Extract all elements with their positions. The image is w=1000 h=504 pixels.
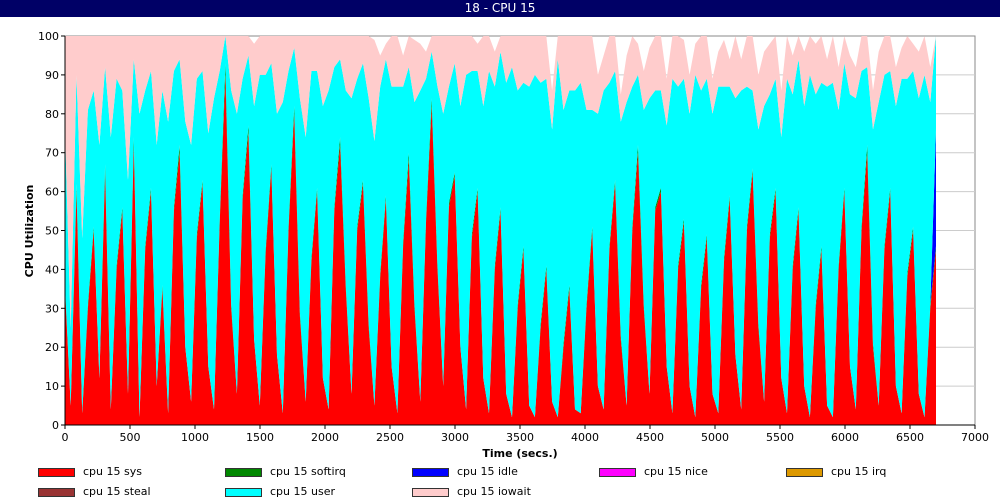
- legend-label: cpu 15 nice: [644, 465, 708, 478]
- y-tick-label: 40: [45, 263, 59, 276]
- x-tick-label: 2000: [311, 431, 339, 444]
- x-tick-label: 0: [62, 431, 69, 444]
- x-tick-label: 3000: [441, 431, 469, 444]
- y-axis-ticks: 0 10 20 30 40 50 60 70 80 90 100: [38, 30, 65, 432]
- legend-label: cpu 15 user: [270, 485, 335, 498]
- x-tick-label: 5500: [766, 431, 794, 444]
- legend-swatch: [225, 468, 262, 477]
- x-axis-ticks: 0 500 1000 1500 2000 2500 3000 3500 4000 4500 5000…: [62, 425, 989, 444]
- legend-swatch: [599, 468, 636, 477]
- x-tick-label: 4000: [571, 431, 599, 444]
- legend-label: cpu 15 idle: [457, 465, 518, 478]
- y-tick-label: 0: [52, 419, 59, 432]
- y-tick-label: 60: [45, 186, 59, 199]
- series-cpu-15-sys: [65, 74, 936, 426]
- x-tick-label: 5000: [701, 431, 729, 444]
- legend-label: cpu 15 sys: [83, 465, 142, 478]
- legend-label: cpu 15 softirq: [270, 465, 346, 478]
- y-tick-label: 30: [45, 302, 59, 315]
- series-cpu-15-iowait: [65, 36, 936, 328]
- legend-label: cpu 15 iowait: [457, 485, 531, 498]
- stacked-areas: [65, 36, 936, 426]
- x-tick-label: 4500: [636, 431, 664, 444]
- x-tick-label: 3500: [506, 431, 534, 444]
- y-tick-label: 10: [45, 380, 59, 393]
- y-tick-label: 20: [45, 341, 59, 354]
- x-tick-label: 1000: [181, 431, 209, 444]
- window-title: 18 - CPU 15: [0, 0, 1000, 17]
- series-cpu-15-user: [65, 36, 936, 418]
- legend-swatch: [412, 488, 449, 497]
- x-tick-label: 7000: [961, 431, 989, 444]
- legend-label: cpu 15 steal: [83, 485, 151, 498]
- x-axis-label: Time (secs.): [482, 447, 557, 460]
- y-tick-label: 100: [38, 30, 59, 43]
- legend-swatch: [786, 468, 823, 477]
- y-tick-label: 90: [45, 69, 59, 82]
- y-tick-label: 80: [45, 108, 59, 121]
- legend-swatch: [225, 488, 262, 497]
- legend-swatch: [412, 468, 449, 477]
- y-axis-label: CPU Utilization: [23, 185, 36, 278]
- y-tick-label: 50: [45, 225, 59, 238]
- x-tick-label: 6500: [896, 431, 924, 444]
- x-tick-label: 500: [120, 431, 141, 444]
- x-tick-label: 1500: [246, 431, 274, 444]
- legend-swatch: [38, 468, 75, 477]
- x-tick-label: 2500: [376, 431, 404, 444]
- legend-swatch: [38, 488, 75, 497]
- legend-label: cpu 15 irq: [831, 465, 887, 478]
- y-tick-label: 70: [45, 147, 59, 160]
- x-tick-label: 6000: [831, 431, 859, 444]
